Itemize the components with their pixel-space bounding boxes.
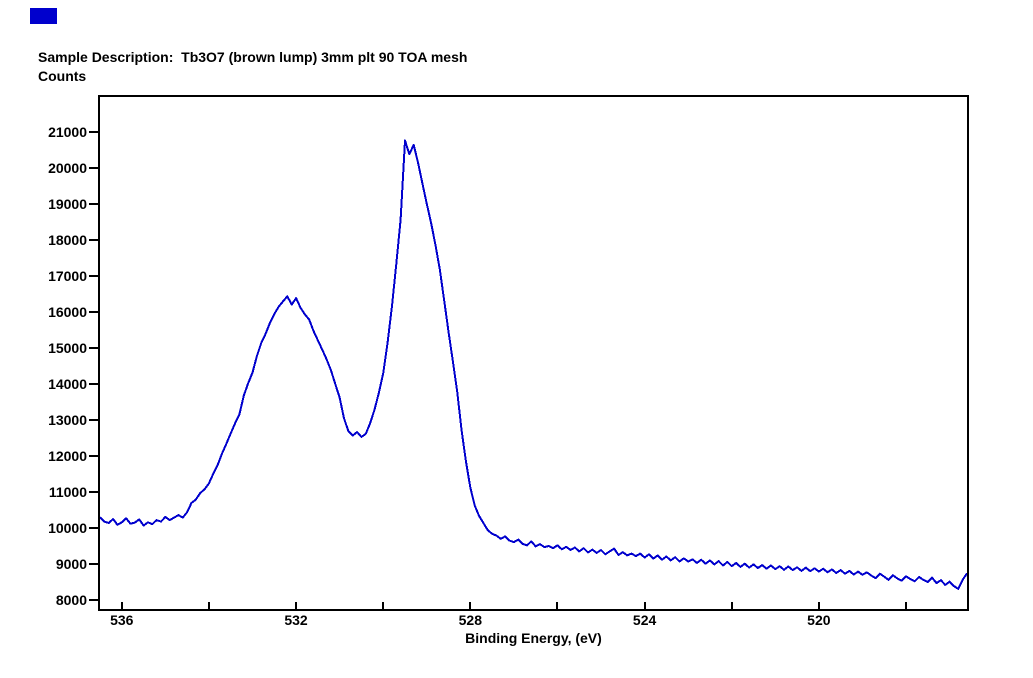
sample-description: Sample Description: Tb3O7 (brown lump) 3… [38, 49, 468, 65]
y-tick-label: 12000 [48, 447, 87, 464]
y-tick-label: 11000 [48, 483, 87, 500]
y-tick-mark [89, 418, 98, 421]
x-minor-tick-mark [905, 602, 907, 609]
x-axis-title: Binding Energy, (eV) [465, 630, 602, 646]
y-tick-mark [89, 238, 98, 241]
y-tick-label: 19000 [48, 195, 87, 212]
y-tick-label: 20000 [48, 159, 87, 176]
x-minor-tick-mark [730, 602, 733, 609]
x-tick-label: 528 [458, 612, 482, 628]
x-tick-label: 532 [284, 612, 308, 628]
x-tick-mark [643, 602, 646, 609]
y-tick-mark [89, 490, 98, 493]
y-tick-label: 15000 [48, 339, 87, 356]
y-tick-label: 17000 [48, 267, 87, 284]
y-axis-units-label: Counts [38, 68, 87, 84]
y-tick-label: 21000 [48, 123, 87, 140]
y-tick-label: 9000 [55, 555, 87, 572]
y-tick-mark [89, 202, 98, 205]
plot-frame [98, 95, 969, 611]
spectrum-curve [100, 139, 967, 590]
y-tick-label: 8000 [55, 591, 87, 608]
x-minor-tick-mark [556, 602, 559, 609]
x-tick-mark [817, 602, 820, 609]
y-tick-label: 16000 [48, 303, 87, 320]
y-tick-mark [89, 454, 98, 457]
y-tick-mark [89, 310, 98, 313]
x-tick-label: 536 [110, 612, 134, 628]
x-minor-tick-mark [382, 602, 385, 609]
x-tick-label: 520 [807, 612, 831, 628]
y-tick-label: 13000 [48, 411, 87, 428]
y-tick-mark [89, 598, 98, 601]
x-tick-label: 524 [632, 612, 657, 628]
y-tick-mark [89, 382, 98, 385]
y-tick-mark [89, 130, 98, 133]
spectrum-trace [100, 139, 967, 590]
y-tick-label: 14000 [48, 375, 87, 392]
y-tick-mark [89, 346, 98, 349]
x-tick-mark [120, 602, 123, 609]
y-tick-mark [89, 562, 98, 565]
x-tick-mark [295, 602, 298, 609]
y-tick-mark [89, 274, 98, 277]
series-color-swatch [30, 8, 57, 24]
x-tick-mark [469, 602, 472, 609]
x-minor-tick-mark [207, 602, 210, 609]
y-tick-mark [89, 526, 98, 529]
y-tick-mark [89, 166, 98, 169]
y-tick-label: 10000 [48, 519, 87, 536]
y-tick-label: 18000 [48, 231, 87, 248]
